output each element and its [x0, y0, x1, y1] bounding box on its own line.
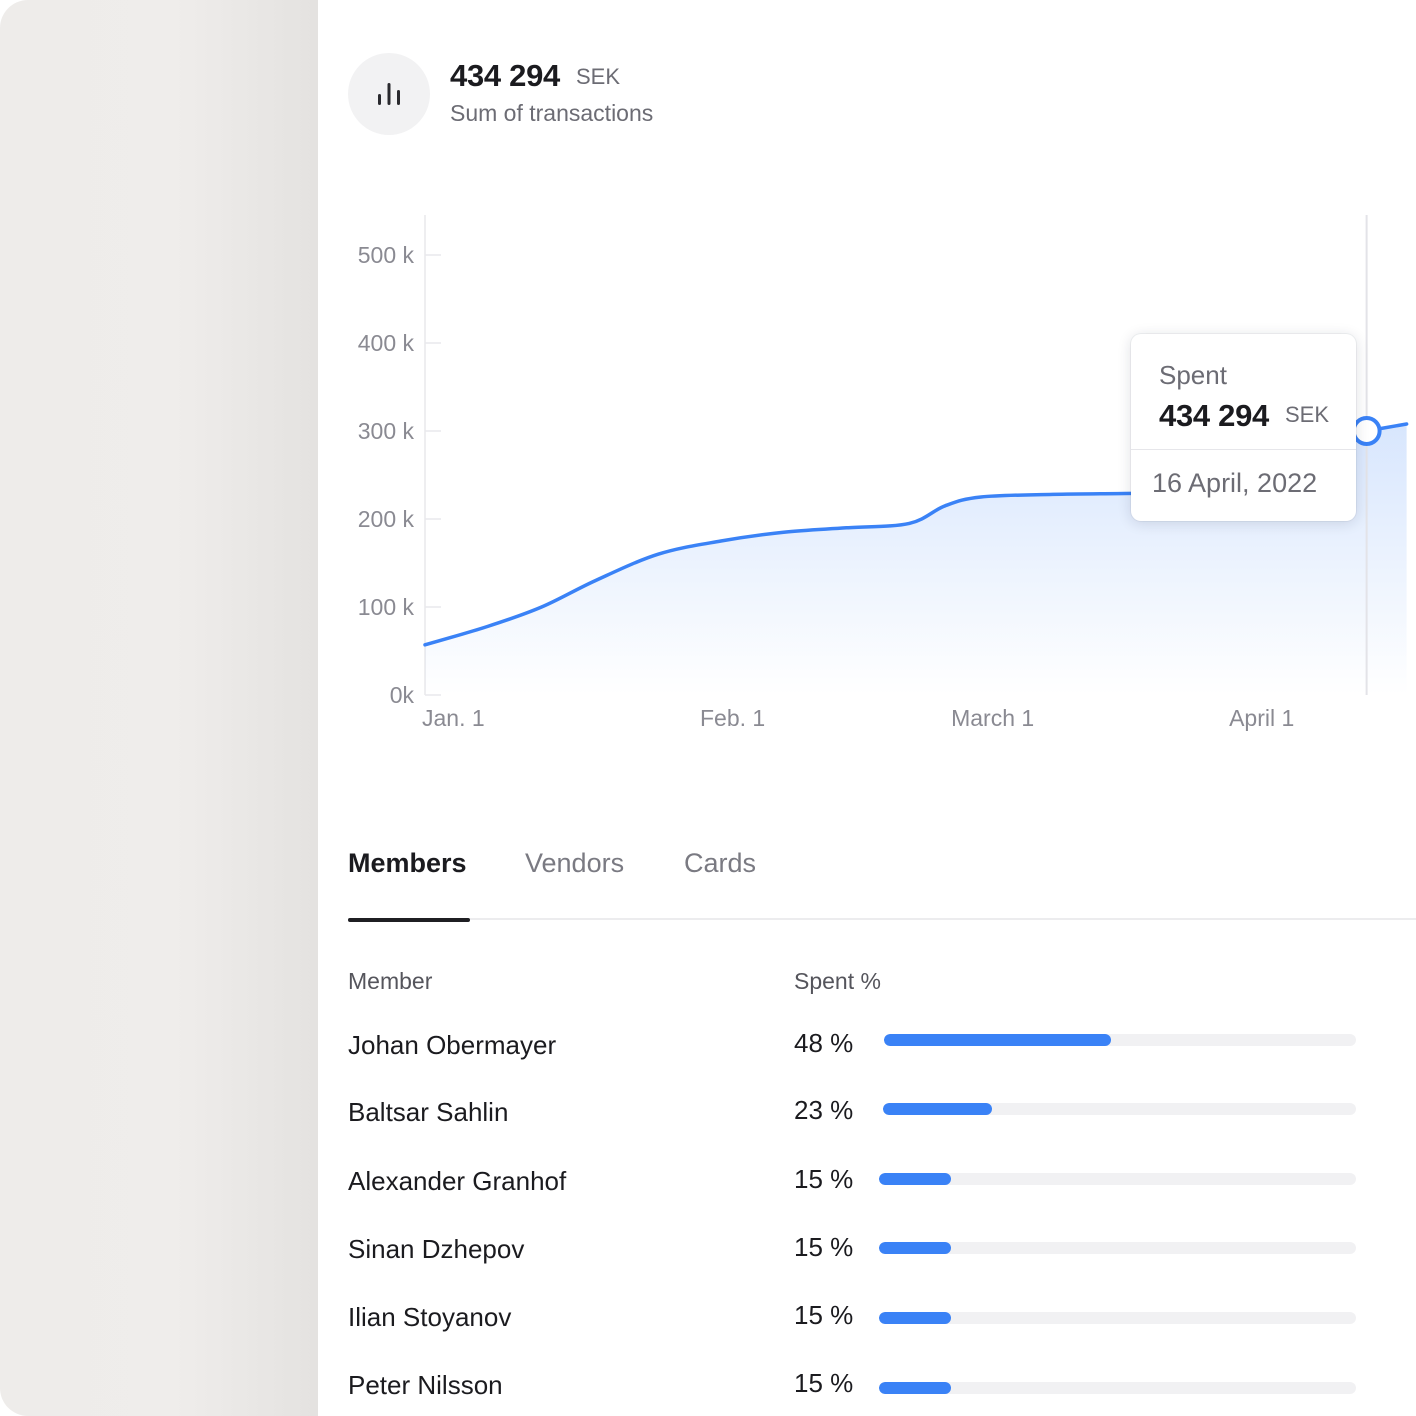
spent-progress-fill: [879, 1312, 951, 1324]
table-row[interactable]: Peter Nilsson 15 %: [0, 1368, 1416, 1410]
table-row[interactable]: Baltsar Sahlin 23 %: [0, 1095, 1416, 1137]
spent-progress-fill: [879, 1173, 951, 1185]
member-name: Sinan Dzhepov: [348, 1234, 525, 1264]
x-tick-label: Feb. 1: [700, 705, 765, 731]
summary-amount: 434 294: [450, 58, 560, 93]
x-tick-label: Jan. 1: [422, 705, 485, 731]
chart-area-fill: [425, 424, 1407, 695]
spending-line-chart: 0k 100 k 200 k 300 k 400 k 500 k Jan. 1 Feb. 1…: [358, 215, 1409, 731]
bar-chart-icon: [348, 53, 430, 135]
spent-progress-bar: [879, 1382, 1356, 1394]
member-name: Alexander Granhof: [348, 1166, 567, 1196]
spent-progress-bar: [879, 1312, 1356, 1324]
tab-vendors[interactable]: Vendors: [525, 848, 625, 878]
spent-percent: 48 %: [794, 1028, 854, 1058]
active-tab-indicator: [348, 918, 470, 922]
chart-highlight-point[interactable]: [1351, 416, 1382, 446]
tooltip-amount: 434 294: [1159, 398, 1269, 433]
tooltip-currency: SEK: [1285, 402, 1330, 427]
y-tick-label: 200 k: [358, 506, 415, 532]
spent-progress-bar: [879, 1242, 1356, 1254]
y-tick-label: 400 k: [358, 330, 415, 356]
spent-progress-fill: [884, 1034, 1111, 1046]
member-name: Johan Obermayer: [348, 1030, 557, 1060]
tab-members[interactable]: Members: [348, 848, 467, 878]
spent-progress-fill: [879, 1242, 951, 1254]
spent-percent: 15 %: [794, 1300, 854, 1330]
spent-percent: 23 %: [794, 1095, 854, 1125]
column-header-member[interactable]: Member: [348, 968, 433, 994]
tooltip-divider: [1131, 449, 1356, 450]
tooltip-label: Spent: [1159, 360, 1227, 390]
spent-progress-bar: [883, 1103, 1356, 1115]
spent-percent: 15 %: [794, 1232, 854, 1262]
table-row[interactable]: Sinan Dzhepov 15 %: [0, 1232, 1416, 1274]
chart-tooltip: Spent 434 294 SEK 16 April, 2022: [1131, 334, 1356, 521]
background-sidebar: [0, 0, 318, 1416]
tabs-divider: [348, 918, 1416, 920]
x-tick-label: March 1: [951, 705, 1034, 731]
member-name: Baltsar Sahlin: [348, 1097, 509, 1127]
y-tick-label: 500 k: [358, 242, 415, 268]
column-header-spent[interactable]: Spent %: [794, 968, 881, 994]
tab-cards[interactable]: Cards: [684, 848, 757, 878]
summary-caption: Sum of transactions: [450, 100, 654, 126]
spent-percent: 15 %: [794, 1368, 854, 1398]
member-name: Ilian Stoyanov: [348, 1302, 512, 1332]
y-tick-label: 0k: [390, 682, 415, 708]
spent-progress-fill: [883, 1103, 992, 1115]
spent-progress-bar: [884, 1034, 1356, 1046]
y-tick-label: 100 k: [358, 594, 415, 620]
spent-progress-fill: [879, 1382, 951, 1394]
summary-currency: SEK: [576, 64, 621, 89]
x-tick-label: April 1: [1229, 705, 1294, 731]
spent-progress-bar: [879, 1173, 1356, 1185]
member-name: Peter Nilsson: [348, 1370, 503, 1400]
y-tick-label: 300 k: [358, 418, 415, 444]
spent-percent: 15 %: [794, 1164, 854, 1194]
table-row[interactable]: Johan Obermayer 48 %: [0, 1028, 1416, 1070]
table-row[interactable]: Alexander Granhof 15 %: [0, 1164, 1416, 1206]
tooltip-date: 16 April, 2022: [1152, 468, 1318, 498]
table-row[interactable]: Ilian Stoyanov 15 %: [0, 1300, 1416, 1342]
